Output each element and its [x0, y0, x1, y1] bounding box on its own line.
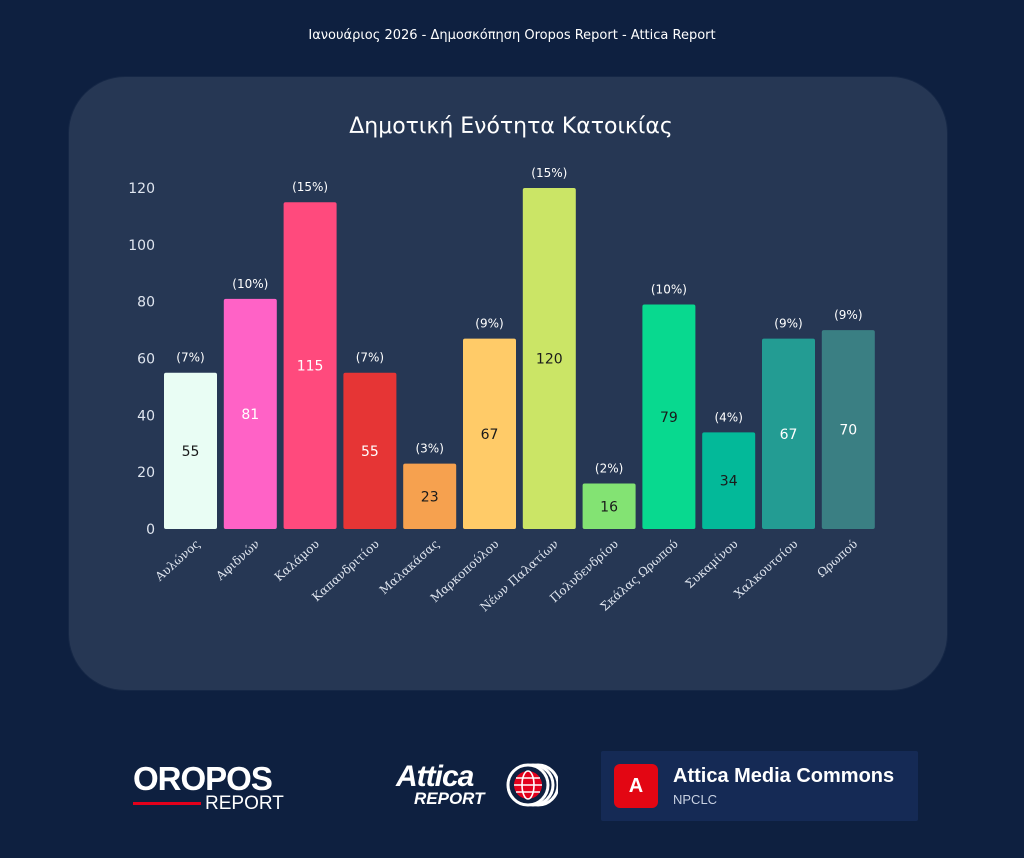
- x-tick-label: Ωρωπού: [814, 537, 860, 580]
- bar-value-label: 67: [481, 427, 499, 443]
- x-tick-label: Συκαμίνου: [683, 537, 741, 591]
- bar-value-label: 120: [536, 352, 563, 368]
- amc-subtitle: NPCLC: [673, 792, 718, 807]
- bar-percent-label: (15%): [531, 166, 567, 180]
- bar-percent-label: (4%): [714, 410, 742, 424]
- bar-value-label: 23: [421, 489, 439, 505]
- bars: 55 (7%) 81 (10%) 115 (15%) 55 (7%) 23 (3%) 67 (9%) 1…: [164, 166, 875, 529]
- bar-value-label: 34: [720, 474, 738, 490]
- y-tick-label: 20: [137, 465, 155, 481]
- bar-value-label: 55: [182, 444, 200, 460]
- bar: [522, 188, 576, 529]
- page-header: Ιανουάριος 2026 - Δημοσκόπηση Oropos Rep…: [308, 28, 716, 43]
- bar-percent-label: (10%): [232, 277, 268, 291]
- bar-percent-label: (15%): [292, 180, 328, 194]
- y-tick-label: 100: [128, 238, 155, 254]
- y-tick-label: 80: [137, 295, 155, 311]
- bar-percent-label: (9%): [475, 317, 503, 331]
- bar: [582, 483, 636, 529]
- bar-value-label: 55: [361, 444, 379, 460]
- attica-media-commons-logo: A Attica Media Commons NPCLC: [601, 751, 918, 821]
- x-tick-label: Αυλώνος: [152, 537, 203, 585]
- chart-title: Δημοτική Ενότητα Κατοικίας: [349, 114, 673, 139]
- y-axis: 0 20 40 60 80 100 120: [128, 181, 155, 538]
- y-tick-label: 0: [146, 522, 155, 538]
- bar-percent-label: (3%): [415, 442, 443, 456]
- bar: [403, 463, 457, 529]
- x-tick-label: Χαλκουτσίου: [731, 537, 800, 601]
- bar: [762, 338, 815, 529]
- x-tick-label: Αφιδνών: [213, 537, 263, 584]
- bar-percent-label: (10%): [651, 283, 687, 297]
- amc-badge: A: [614, 764, 658, 808]
- bar: [821, 330, 875, 529]
- attica-report-logo: Attica REPORT: [378, 758, 558, 814]
- bar-percent-label: (9%): [834, 308, 862, 322]
- x-tick-label: Καλάμου: [272, 537, 322, 584]
- footer-logos: OROPOS REPORT Attica REPORT A Attica Med…: [0, 740, 1024, 840]
- bar: [343, 372, 397, 529]
- bar: [463, 338, 516, 529]
- oropos-logo-line: [133, 802, 201, 805]
- bar-percent-label: (2%): [595, 462, 623, 476]
- bar-percent-label: (9%): [774, 317, 802, 331]
- bar-chart: Δημοτική Ενότητα Κατοικίας 0 20 40 60 80 100 1…: [128, 114, 875, 615]
- x-tick-label: Μαλακάσας: [377, 537, 442, 598]
- bar-value-label: 67: [780, 427, 798, 443]
- y-tick-label: 120: [128, 181, 155, 197]
- bar: [223, 298, 277, 529]
- oropos-report-logo: OROPOS REPORT: [133, 762, 289, 814]
- bar-percent-label: (7%): [356, 351, 384, 365]
- bar-value-label: 16: [600, 499, 618, 515]
- bar: [702, 432, 756, 529]
- chart-card: Δημοτική Ενότητα Κατοικίας 0 20 40 60 80 100 1…: [69, 77, 947, 690]
- oropos-logo-word: OROPOS: [133, 760, 273, 797]
- bar-value-label: 115: [297, 359, 324, 375]
- y-tick-label: 40: [137, 408, 155, 424]
- attica-logo-report: REPORT: [414, 789, 485, 808]
- bar-value-label: 70: [839, 423, 857, 439]
- bar: [642, 304, 696, 529]
- bar-percent-label: (7%): [176, 351, 204, 365]
- globe-icon: [506, 763, 558, 807]
- amc-title: Attica Media Commons: [673, 765, 895, 787]
- bar: [164, 372, 217, 529]
- x-axis: Αυλώνος Αφιδνών ΚαλάμουΚαπανδριτίουΜαλακάσ…: [152, 537, 860, 615]
- bar: [283, 202, 337, 529]
- attica-logo-word: Attica: [396, 760, 474, 793]
- oropos-logo-report: REPORT: [205, 793, 284, 814]
- y-tick-label: 60: [137, 352, 155, 368]
- bar-value-label: 81: [241, 407, 259, 423]
- bar-value-label: 79: [660, 410, 678, 426]
